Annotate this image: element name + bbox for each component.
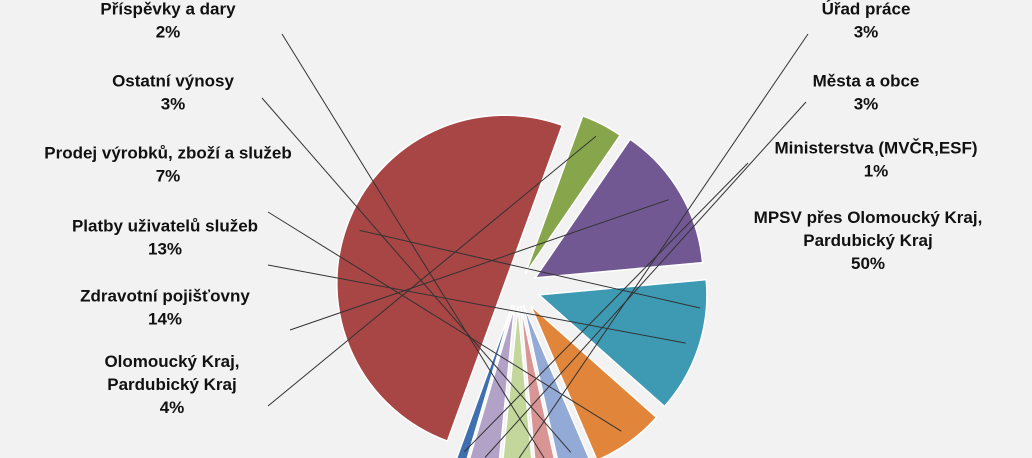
slice-name-label: Pardubický Kraj <box>803 231 932 250</box>
slice-label-zdravotni-pojistovny: Zdravotní pojišťovny 14% <box>80 287 250 329</box>
slice-name-label: Prodej výrobků, zboží a služeb <box>44 144 292 163</box>
slice-ostatni-vynosy <box>522 304 590 458</box>
slice-prispevky-a-dary <box>520 305 555 458</box>
leader-line-zdravotni-pojistovny <box>289 199 669 331</box>
leader-line-ostatni-vynosy <box>261 97 572 453</box>
slice-percent-label: 3% <box>854 95 879 114</box>
slice-label-platby-uzivatelu-sluzeb: Platby uživatelů služeb 13% <box>72 217 258 259</box>
slice-olomoucky-kraj-pardubicky-kraj <box>524 114 622 275</box>
slice-platby-uzivatelu-sluzeb <box>537 278 708 408</box>
slice-name-label: MPSV přes Olomoucký Kraj, <box>754 208 983 227</box>
slice-percent-label: 13% <box>148 240 182 259</box>
slice-name-label: Olomoucký Kraj, <box>104 352 239 371</box>
slice-name-label: Města a obce <box>813 72 920 91</box>
slice-name-label: Ostatní výnosy <box>112 72 234 91</box>
slice-name-label: Příspěvky a dary <box>100 0 236 19</box>
slice-percent-label: 3% <box>854 23 879 42</box>
slice-zdravotni-pojistovny <box>533 138 704 279</box>
slice-label-ostatni-vynosy: Ostatní výnosy 3% <box>112 72 234 114</box>
slice-urad-prace <box>502 305 533 458</box>
slice-label-prodej-vyrobku-zbozi-a-sluzeb: Prodej výrobků, zboží a služeb 7% <box>44 144 292 186</box>
slice-ministerstva-mvcr-esf <box>455 304 514 458</box>
leader-line-prispevky-a-dary <box>281 33 545 458</box>
leader-line-platby-uzivatelu-sluzeb <box>267 264 686 344</box>
slice-name-label: Ministerstva (MVČR,ESF) <box>774 139 977 158</box>
slice-name-label: Úřad práce <box>822 0 911 19</box>
leader-line-mesta-a-obce <box>484 101 807 458</box>
slice-name-label: Pardubický Kraj <box>107 375 236 394</box>
slice-label-mpsv-pres-olomoucky-kraj-pardubicky-kraj: MPSV přes Olomoucký Kraj, Pardubický Kraj… <box>754 208 983 273</box>
slice-label-urad-prace: Úřad práce 3% <box>822 0 911 42</box>
slice-percent-label: 50% <box>851 254 885 273</box>
slice-label-mesta-a-obce: Města a obce 3% <box>813 72 920 114</box>
leader-line-ministerstva-mvcr-esf <box>463 162 749 453</box>
slice-label-ministerstva-mvcr-esf: Ministerstva (MVČR,ESF) 1% <box>774 139 977 181</box>
slice-name-label: Zdravotní pojišťovny <box>80 287 250 306</box>
slice-mesta-a-obce <box>468 305 516 458</box>
leader-line-olomoucky-kraj-pardubicky-kraj <box>267 135 597 407</box>
leader-line-urad-prace <box>518 33 809 458</box>
slice-label-prispevky-a-dary: Příspěvky a dary 2% <box>100 0 236 42</box>
slice-percent-label: 1% <box>864 162 889 181</box>
slice-percent-label: 14% <box>148 310 182 329</box>
slice-percent-label: 7% <box>156 167 181 186</box>
slice-label-olomoucky-kraj-pardubicky-kraj: Olomoucký Kraj, Pardubický Kraj 4% <box>104 352 239 417</box>
pie-slices <box>336 114 708 458</box>
slice-prodej-vyrobku-zbozi-a-sluzeb <box>530 305 658 458</box>
slice-name-label: Platby uživatelů služeb <box>72 217 258 236</box>
leader-lines <box>261 33 809 458</box>
slice-percent-label: 3% <box>161 95 186 114</box>
leader-line-mpsv-pres-olomoucky-kraj-pardubicky-kraj <box>359 229 701 309</box>
slice-labels: MPSV přes Olomoucký Kraj, Pardubický Kraj… <box>44 0 982 417</box>
slice-percent-label: 4% <box>160 398 185 417</box>
slice-percent-label: 2% <box>156 23 181 42</box>
slice-mpsv-pres-olomoucky-kraj-pardubicky-kraj <box>336 114 564 443</box>
